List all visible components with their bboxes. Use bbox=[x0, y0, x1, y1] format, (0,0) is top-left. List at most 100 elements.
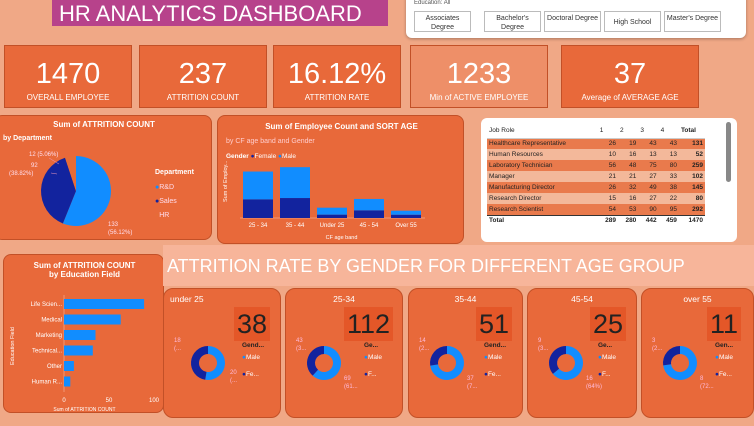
job-role-table: Job Role 1 2 3 4 Total Healthcare Repres… bbox=[487, 124, 705, 226]
kpi-attrition-rate: 16.12% ATTRITION RATE bbox=[273, 45, 401, 108]
donut-label-male: 69 bbox=[344, 376, 351, 382]
education-bar[interactable] bbox=[64, 299, 145, 309]
slicer-option-associates[interactable]: Associates Degree bbox=[414, 11, 471, 32]
bar-female[interactable] bbox=[391, 214, 421, 218]
bar-male[interactable] bbox=[354, 198, 384, 211]
education-slicer[interactable]: Education: All Associates Degree Bachelo… bbox=[406, 0, 746, 38]
table-row[interactable]: Manager 21 21 27 33 102 bbox=[487, 171, 705, 182]
table-cell: 13 bbox=[669, 151, 677, 158]
legend-item-sales[interactable]: ●Sales bbox=[155, 198, 177, 205]
legend-item-male[interactable]: ●Male bbox=[242, 354, 261, 361]
slicer-option-doctoral[interactable]: Doctoral Degree bbox=[544, 11, 601, 32]
table-cell: 38 bbox=[669, 184, 677, 191]
legend-item-rd[interactable]: ●R&D bbox=[155, 184, 175, 191]
bar-male[interactable] bbox=[243, 171, 273, 200]
table-cell: 442 bbox=[638, 214, 659, 226]
education-bar[interactable] bbox=[64, 345, 93, 356]
slicer-option-high-school[interactable]: High School bbox=[604, 11, 661, 32]
pie-label-rd: 133 bbox=[108, 222, 119, 228]
legend-item-female[interactable]: ●F... bbox=[364, 371, 377, 378]
table-row[interactable]: Research Scientist 54 53 90 95 292 bbox=[487, 204, 705, 215]
kpi-label: Min of ACTIVE EMPLOYEE bbox=[429, 93, 529, 102]
column-header[interactable]: 1 bbox=[597, 124, 618, 139]
kpi-value: 1233 bbox=[446, 58, 512, 90]
table-row[interactable]: Laboratory Technician 56 48 75 80 259 bbox=[487, 160, 705, 171]
x-tick-label: 0 bbox=[62, 398, 66, 404]
age-card-title: over 55 bbox=[683, 294, 712, 304]
donut-segment-female[interactable] bbox=[430, 346, 447, 366]
donut-label-female-pct: (2... bbox=[419, 346, 430, 352]
legend-item-male[interactable]: ●Male bbox=[484, 354, 503, 361]
gender-age-banner: ATTRITION RATE BY GENDER FOR DIFFERENT A… bbox=[163, 245, 754, 286]
donut-segment-male[interactable] bbox=[663, 346, 697, 380]
age-card-45-54: 45-54 25 9 (3... 16 (64%) Ge... ●Male ●F... bbox=[527, 288, 637, 418]
donut-label-female: 14 bbox=[419, 338, 426, 344]
x-axis-label: Sum of ATTRITION COUNT bbox=[53, 407, 116, 413]
education-bar[interactable] bbox=[64, 361, 74, 371]
legend-item-female[interactable]: ●Fe... bbox=[242, 371, 259, 378]
bar-male[interactable] bbox=[391, 210, 421, 215]
education-bar[interactable] bbox=[64, 330, 96, 340]
table-cell: 43 bbox=[649, 140, 657, 148]
table-cell: 15 bbox=[608, 195, 616, 202]
department-pie-chart bbox=[41, 156, 112, 226]
column-header[interactable]: 4 bbox=[658, 124, 679, 139]
donut-segment-male[interactable] bbox=[312, 346, 341, 380]
bar-male[interactable] bbox=[317, 207, 347, 215]
kpi-value: 1470 bbox=[35, 58, 101, 90]
bar-female[interactable] bbox=[280, 198, 310, 218]
legend-item-female[interactable]: ●Female bbox=[250, 153, 277, 160]
table-row[interactable]: Manufacturing Director 26 32 49 38 145 bbox=[487, 182, 705, 193]
chart-subtitle: by Department bbox=[3, 135, 53, 142]
legend-item-male[interactable]: ●Male bbox=[715, 354, 734, 361]
donut-segment-male[interactable] bbox=[205, 346, 225, 380]
kpi-value: 237 bbox=[178, 58, 228, 90]
legend-item-male[interactable]: ●Male bbox=[278, 153, 297, 160]
y-tick-label: Technical... bbox=[32, 349, 62, 355]
table-cell: 49 bbox=[649, 184, 657, 191]
education-bar[interactable] bbox=[64, 314, 121, 325]
legend-item-female[interactable]: ●Fe... bbox=[484, 371, 501, 378]
pie-slice-rd[interactable] bbox=[62, 156, 112, 226]
legend-item-hr[interactable]: ●HR bbox=[155, 212, 170, 219]
table-cell: 1470 bbox=[678, 214, 705, 226]
column-header[interactable]: 2 bbox=[618, 124, 639, 139]
education-bar[interactable] bbox=[64, 376, 71, 387]
gender-donut-chart bbox=[191, 346, 225, 380]
donut-segment-female[interactable] bbox=[549, 346, 566, 374]
table-cell: 131 bbox=[692, 140, 703, 148]
pie-slice-sales[interactable] bbox=[41, 157, 76, 224]
bar-female[interactable] bbox=[354, 210, 384, 218]
slicer-option-masters[interactable]: Master's Degree bbox=[664, 11, 721, 32]
legend-item-male[interactable]: ●Male bbox=[598, 354, 617, 361]
department-pie-panel: Sum of ATTRITION COUNT by Department 12 … bbox=[0, 115, 212, 240]
table-cell: 22 bbox=[669, 195, 677, 202]
attrition-count-value: 11 bbox=[707, 307, 742, 341]
donut-segment-male[interactable] bbox=[430, 346, 464, 380]
column-header[interactable]: Total bbox=[678, 124, 705, 139]
slicer-option-bachelors[interactable]: Bachelor's Degree bbox=[484, 11, 541, 32]
bar-female[interactable] bbox=[243, 199, 273, 218]
donut-segment-male[interactable] bbox=[552, 346, 583, 380]
table-row[interactable]: Human Resources 10 16 13 13 52 bbox=[487, 149, 705, 160]
donut-segment-female[interactable] bbox=[307, 346, 324, 376]
column-header[interactable]: Job Role bbox=[487, 124, 598, 139]
kpi-active-employee: 1233 Min of ACTIVE EMPLOYEE bbox=[410, 45, 548, 108]
column-header[interactable]: 3 bbox=[638, 124, 659, 139]
kpi-label: ATTRITION RATE bbox=[304, 93, 370, 102]
legend-item-female[interactable]: ●Fe... bbox=[715, 371, 732, 378]
bar-male[interactable] bbox=[280, 167, 310, 199]
donut-segment-female[interactable] bbox=[663, 346, 680, 366]
pie-slice-hr[interactable] bbox=[65, 156, 76, 191]
x-tick-label: Over 55 bbox=[395, 223, 417, 229]
table-row[interactable]: Healthcare Representative 26 19 43 43 131 bbox=[487, 138, 705, 149]
table-row[interactable]: Research Director 15 16 27 22 80 bbox=[487, 193, 705, 204]
legend-item-female[interactable]: ●F... bbox=[598, 371, 611, 378]
table-cell: 16 bbox=[629, 151, 637, 158]
table-cell: 26 bbox=[608, 184, 616, 191]
table-scrollbar[interactable] bbox=[726, 122, 731, 182]
legend-item-male[interactable]: ●Male bbox=[364, 354, 383, 361]
bar-female[interactable] bbox=[317, 214, 347, 218]
donut-segment-female[interactable] bbox=[191, 346, 208, 380]
table-cell: 21 bbox=[608, 173, 616, 180]
